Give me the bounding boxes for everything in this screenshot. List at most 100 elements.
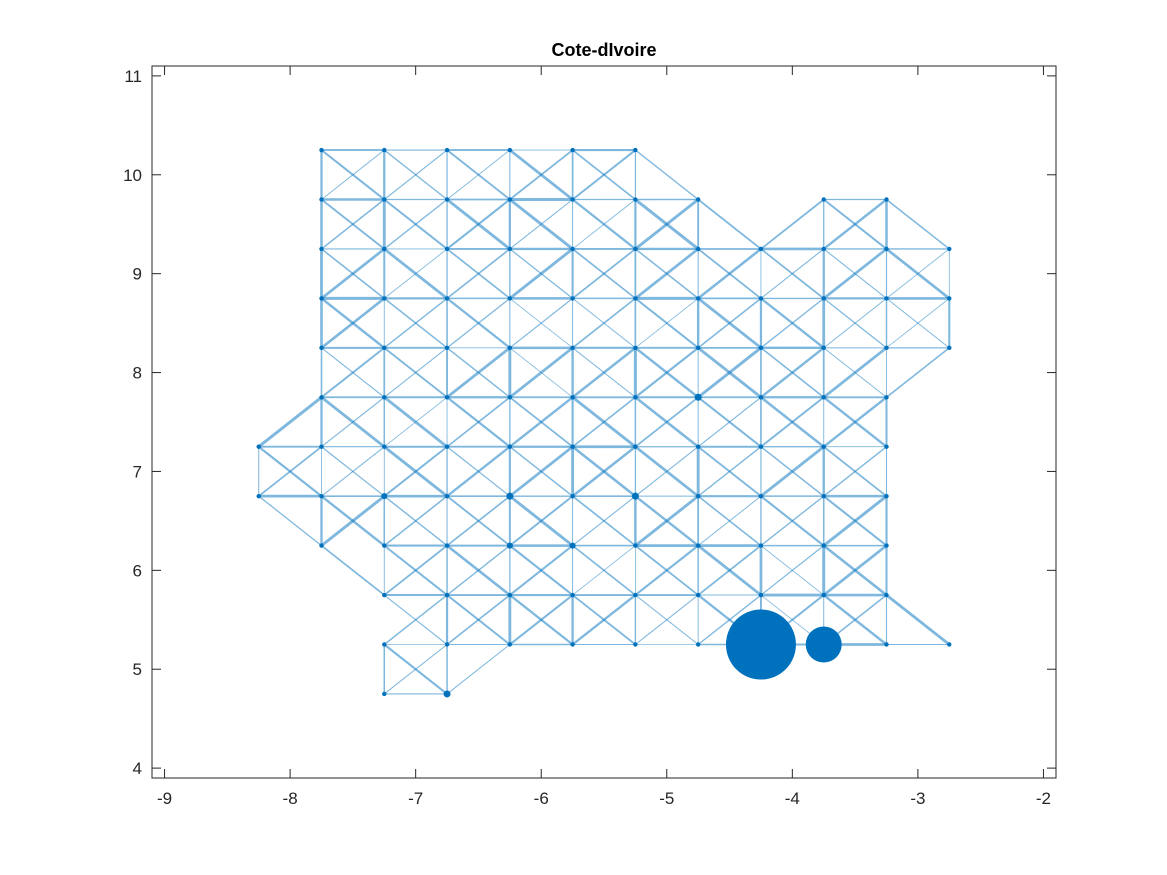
edge-352 bbox=[509, 594, 574, 646]
node-83 bbox=[506, 542, 513, 549]
y-tick-label: 7 bbox=[133, 462, 142, 481]
node-88 bbox=[821, 543, 826, 548]
node-101 bbox=[507, 642, 513, 647]
x-tick-label: -8 bbox=[283, 789, 298, 808]
node-45 bbox=[821, 345, 826, 351]
node-108 bbox=[947, 642, 952, 647]
nodes-layer bbox=[256, 147, 952, 698]
x-tick-label: -3 bbox=[910, 789, 925, 808]
node-79 bbox=[884, 493, 889, 499]
edge-70 bbox=[822, 198, 888, 250]
node-93 bbox=[570, 592, 575, 598]
y-tick-label: 11 bbox=[124, 67, 142, 86]
node-39 bbox=[444, 345, 450, 351]
node-97 bbox=[821, 592, 826, 598]
node-17 bbox=[444, 246, 450, 252]
edge-34 bbox=[697, 198, 762, 250]
x-tick-label: -9 bbox=[157, 789, 172, 808]
edge-372 bbox=[383, 644, 448, 695]
node-76 bbox=[695, 493, 701, 499]
edge-13 bbox=[321, 149, 385, 200]
edge-97 bbox=[634, 247, 700, 300]
node-74 bbox=[570, 493, 575, 499]
node-25 bbox=[947, 246, 952, 252]
edge-227 bbox=[760, 396, 825, 448]
node-46 bbox=[884, 345, 889, 351]
edge-343 bbox=[885, 593, 951, 646]
edge-231 bbox=[822, 396, 888, 448]
edge-240 bbox=[321, 446, 385, 497]
node-50 bbox=[444, 395, 450, 400]
edge-146 bbox=[760, 297, 825, 349]
node-0 bbox=[319, 147, 324, 153]
node-24 bbox=[884, 246, 889, 252]
node-55 bbox=[758, 395, 764, 400]
node-41 bbox=[570, 345, 575, 351]
edge-182 bbox=[697, 346, 762, 399]
node-13 bbox=[821, 197, 826, 202]
node-107 bbox=[884, 642, 889, 647]
node-7 bbox=[382, 197, 387, 202]
node-1 bbox=[382, 147, 387, 153]
node-66 bbox=[758, 444, 764, 449]
edge-60 bbox=[634, 198, 700, 251]
node-22 bbox=[758, 246, 764, 252]
node-67 bbox=[821, 444, 826, 449]
node-6 bbox=[319, 197, 324, 202]
node-62 bbox=[507, 444, 513, 449]
node-57 bbox=[884, 395, 889, 400]
node-86 bbox=[695, 543, 701, 548]
node-68 bbox=[884, 444, 889, 449]
edge-268 bbox=[760, 445, 825, 498]
edge-219 bbox=[634, 396, 699, 448]
node-60 bbox=[382, 444, 387, 449]
node-2 bbox=[444, 147, 450, 153]
node-61 bbox=[444, 444, 450, 449]
edge-37 bbox=[886, 198, 950, 250]
edge-150 bbox=[823, 298, 887, 349]
edge-56 bbox=[572, 199, 636, 250]
edge-190 bbox=[822, 346, 888, 399]
edge-130 bbox=[509, 297, 573, 349]
y-tick-label: 5 bbox=[133, 660, 142, 679]
node-71 bbox=[381, 493, 388, 500]
edge-101 bbox=[697, 247, 762, 300]
node-34 bbox=[821, 296, 826, 301]
edge-126 bbox=[446, 297, 511, 349]
y-tick-label: 4 bbox=[133, 759, 142, 778]
node-19 bbox=[570, 246, 575, 252]
edge-21 bbox=[446, 149, 511, 200]
node-28 bbox=[444, 296, 450, 301]
edge-374 bbox=[446, 644, 511, 695]
edge-44 bbox=[383, 198, 448, 250]
edge-307 bbox=[822, 495, 888, 547]
edge-260 bbox=[635, 446, 699, 497]
node-63 bbox=[570, 444, 575, 449]
node-90 bbox=[382, 592, 387, 598]
node-53 bbox=[633, 395, 638, 400]
node-81 bbox=[382, 543, 387, 548]
edge-66 bbox=[760, 198, 825, 250]
edge-355 bbox=[571, 594, 637, 646]
node-109 bbox=[382, 691, 387, 697]
edge-186 bbox=[760, 346, 825, 399]
node-110 bbox=[443, 690, 451, 698]
edge-316 bbox=[446, 545, 511, 596]
node-103 bbox=[633, 642, 638, 647]
node-91 bbox=[444, 592, 450, 598]
node-47 bbox=[947, 345, 952, 351]
edge-256 bbox=[571, 445, 637, 498]
node-70 bbox=[319, 493, 324, 499]
node-98 bbox=[884, 592, 889, 598]
edge-279 bbox=[383, 495, 448, 547]
node-65 bbox=[695, 444, 701, 449]
node-56 bbox=[821, 395, 826, 400]
node-31 bbox=[633, 296, 638, 301]
edge-29 bbox=[571, 149, 637, 201]
edge-244 bbox=[383, 445, 448, 497]
node-26 bbox=[319, 296, 324, 301]
edge-178 bbox=[634, 346, 699, 399]
node-106 bbox=[805, 626, 842, 663]
edge-158 bbox=[320, 347, 385, 399]
